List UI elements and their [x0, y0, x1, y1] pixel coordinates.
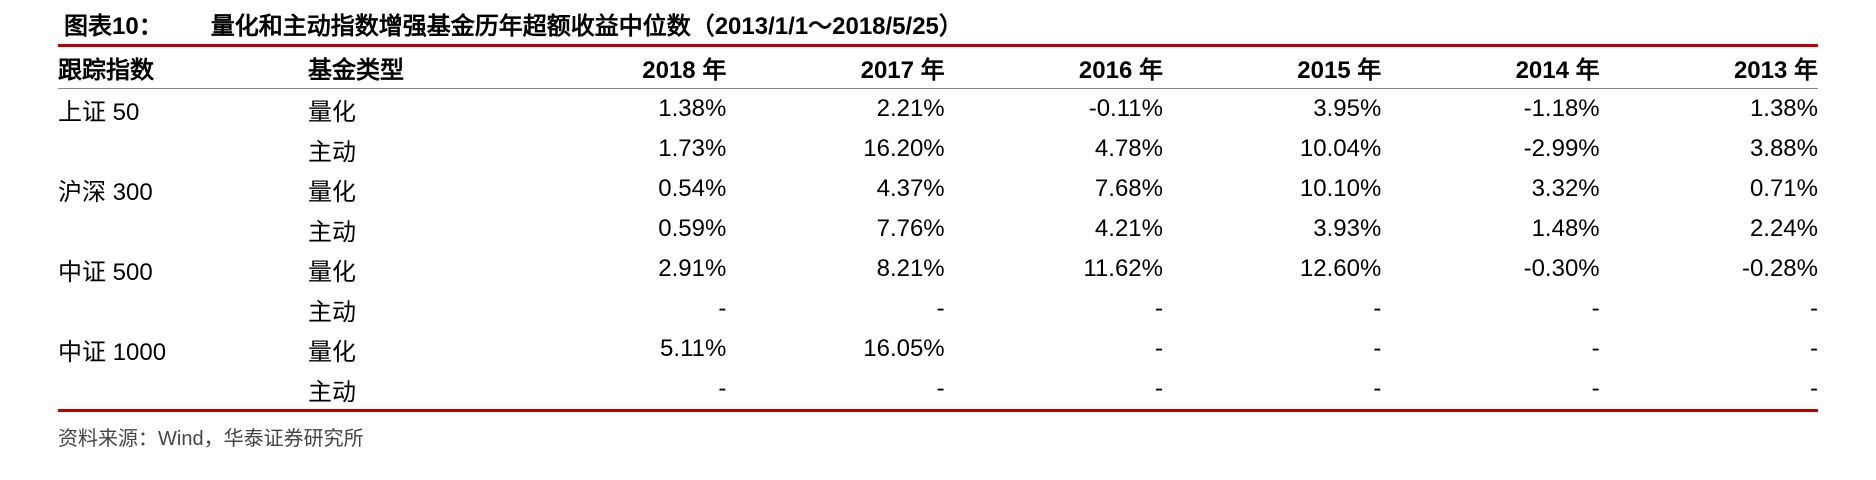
table-row: 主动 - - - - - -: [58, 289, 1818, 329]
table-row: 主动 1.73% 16.20% 4.78% 10.04% -2.99% 3.88%: [58, 129, 1818, 169]
return-value-cell: 11.62%: [1083, 255, 1163, 282]
return-value-cell: -: [936, 375, 945, 402]
return-value-cell: 1.73%: [658, 135, 727, 162]
excess-return-table: 跟踪指数 基金类型 2018 年 2017 年 2016 年 2015 年 20…: [58, 47, 1818, 409]
top-rule: [58, 44, 1818, 47]
header-row: 跟踪指数 基金类型 2018 年 2017 年 2016 年 2015 年 20…: [58, 47, 1818, 88]
header-year-2017: 2017 年: [860, 57, 945, 84]
bottom-rule: [58, 409, 1818, 412]
return-value-cell: -2.99%: [1523, 135, 1600, 162]
return-value-cell: -: [936, 295, 945, 322]
return-value-cell: -: [718, 295, 727, 322]
header-year-2013: 2013 年: [1733, 57, 1818, 84]
fund-type-cell: 主动: [308, 218, 356, 246]
header-year-2014: 2014 年: [1515, 57, 1600, 84]
return-value-cell: -: [1591, 375, 1600, 402]
fund-type-cell: 主动: [308, 138, 356, 166]
return-value-cell: 0.59%: [658, 215, 727, 242]
return-value-cell: 3.93%: [1313, 215, 1382, 242]
return-value-cell: -0.30%: [1523, 255, 1600, 282]
table-row: 主动 0.59% 7.76% 4.21% 3.93% 1.48% 2.24%: [58, 209, 1818, 249]
return-value-cell: 1.38%: [1749, 95, 1818, 122]
table-row: 上证 50 量化 1.38% 2.21% -0.11% 3.95% -1.18% 1.38%: [58, 89, 1818, 129]
return-value-cell: 7.76%: [876, 215, 945, 242]
fund-type-cell: 量化: [308, 98, 356, 126]
return-value-cell: 1.48%: [1531, 215, 1600, 242]
return-value-cell: 12.60%: [1299, 255, 1382, 282]
return-value-cell: 4.37%: [876, 175, 945, 202]
table-body: 上证 50 量化 1.38% 2.21% -0.11% 3.95% -1.18% 1.38% 主…: [58, 89, 1818, 409]
figure-caption: 量化和主动指数增强基金历年超额收益中位数（2013/1/1～2018/5/25）: [210, 13, 963, 40]
return-value-cell: -: [1154, 295, 1163, 322]
fund-type-cell: 量化: [308, 338, 356, 366]
return-value-cell: -: [1591, 295, 1600, 322]
header-fund-type: 基金类型: [308, 57, 404, 84]
return-value-cell: -: [1810, 335, 1818, 362]
return-value-cell: 4.78%: [1094, 135, 1163, 162]
return-value-cell: -: [1373, 335, 1382, 362]
return-value-cell: 0.71%: [1749, 175, 1818, 202]
tracking-index-cell: [58, 129, 308, 169]
return-value-cell: 3.88%: [1749, 135, 1818, 162]
return-value-cell: 2.91%: [658, 255, 727, 282]
fund-type-cell: 主动: [308, 298, 356, 326]
fund-type-cell: 主动: [308, 378, 356, 406]
source-note: 资料来源：Wind，华泰证券研究所: [58, 428, 364, 450]
return-value-cell: -: [718, 375, 727, 402]
return-value-cell: 3.32%: [1531, 175, 1600, 202]
header-year-2015: 2015 年: [1297, 57, 1382, 84]
figure-title: 图表10： 量化和主动指数增强基金历年超额收益中位数（2013/1/1～2018/…: [58, 10, 1818, 44]
return-value-cell: 10.10%: [1299, 175, 1382, 202]
header-tracking-index: 跟踪指数: [58, 57, 154, 84]
tracking-index-cell: [58, 369, 308, 409]
header-year-2016: 2016 年: [1078, 57, 1163, 84]
return-value-cell: 2.24%: [1749, 215, 1818, 242]
return-value-cell: 16.05%: [863, 335, 945, 362]
header-year-2018: 2018 年: [642, 57, 727, 84]
tracking-index-cell: 中证 1000: [58, 338, 167, 366]
return-value-cell: -: [1154, 335, 1163, 362]
header-rule: [58, 88, 1818, 89]
return-value-cell: -0.11%: [1088, 95, 1163, 122]
tracking-index-cell: 上证 50: [58, 98, 140, 126]
return-value-cell: -: [1373, 375, 1382, 402]
tracking-index-cell: [58, 209, 308, 249]
table-row: 主动 - - - - - -: [58, 369, 1818, 409]
report-figure: 图表10： 量化和主动指数增强基金历年超额收益中位数（2013/1/1～2018/…: [58, 10, 1818, 451]
return-value-cell: -: [1154, 375, 1163, 402]
return-value-cell: 3.95%: [1313, 95, 1382, 122]
return-value-cell: 10.04%: [1299, 135, 1382, 162]
return-value-cell: -: [1591, 335, 1600, 362]
tracking-index-cell: 沪深 300: [58, 178, 153, 206]
return-value-cell: -: [1373, 295, 1382, 322]
table-row: 沪深 300 量化 0.54% 4.37% 7.68% 10.10% 3.32% 0.71%: [58, 169, 1818, 209]
return-value-cell: 7.68%: [1094, 175, 1163, 202]
return-value-cell: 4.21%: [1094, 215, 1163, 242]
figure-number: 图表10：: [64, 13, 163, 40]
return-value-cell: -1.18%: [1523, 95, 1600, 122]
return-value-cell: 1.38%: [658, 95, 727, 122]
fund-type-cell: 量化: [308, 258, 356, 286]
return-value-cell: 16.20%: [863, 135, 945, 162]
return-value-cell: 0.54%: [658, 175, 727, 202]
table-row: 中证 1000 量化 5.11% 16.05% - - - -: [58, 329, 1818, 369]
return-value-cell: -0.28%: [1741, 255, 1818, 282]
tracking-index-cell: 中证 500: [58, 258, 153, 286]
fund-type-cell: 量化: [308, 178, 356, 206]
return-value-cell: 2.21%: [876, 95, 945, 122]
return-value-cell: 8.21%: [876, 255, 945, 282]
tracking-index-cell: [58, 289, 308, 329]
return-value-cell: -: [1810, 375, 1818, 402]
table-row: 中证 500 量化 2.91% 8.21% 11.62% 12.60% -0.30% -0.2…: [58, 249, 1818, 289]
return-value-cell: 5.11%: [660, 335, 727, 362]
return-value-cell: -: [1810, 295, 1818, 322]
